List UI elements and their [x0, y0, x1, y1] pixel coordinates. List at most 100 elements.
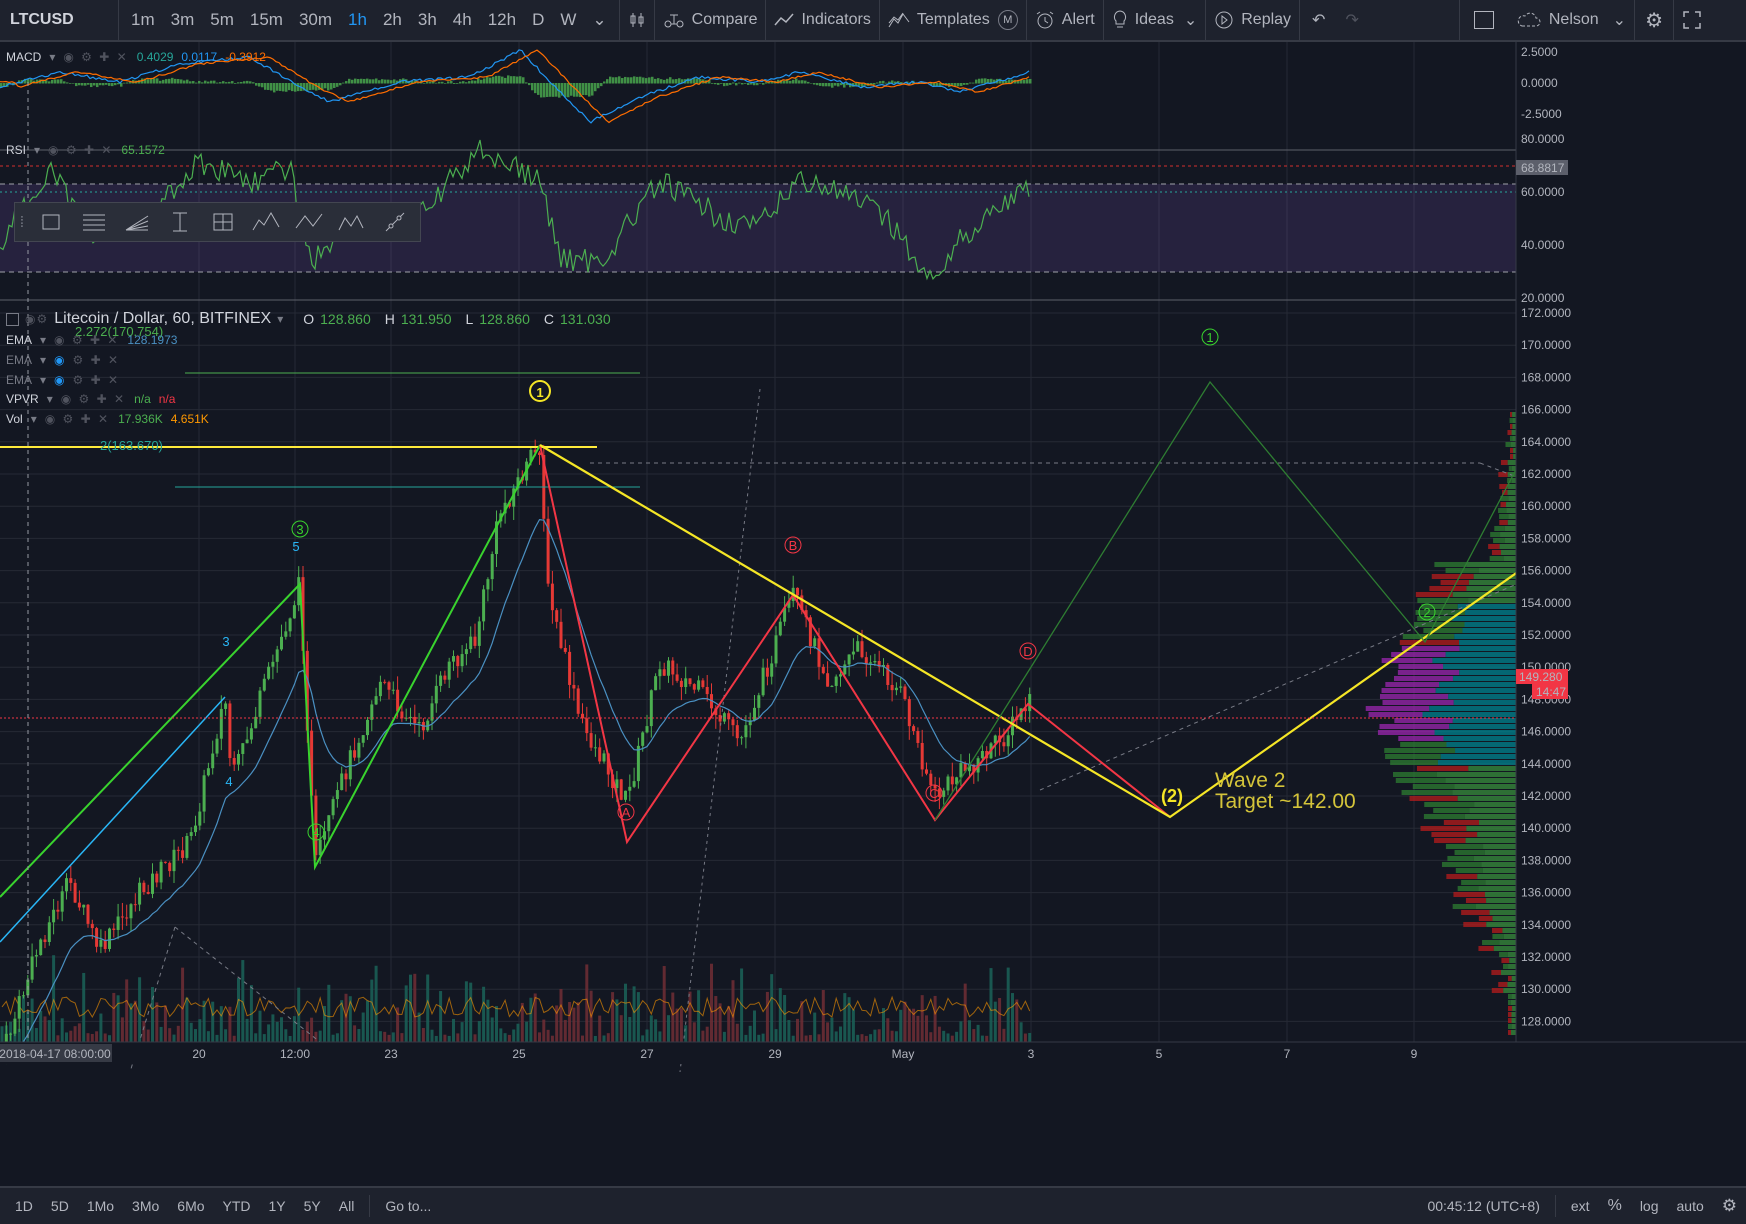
vol-legend[interactable]: Vol ▾ ◉ ⚙ ✚ ✕ 17.936K 4.651K [6, 412, 209, 426]
replay-button[interactable]: Replay [1206, 0, 1299, 40]
ideas-button[interactable]: Ideas ⌄ [1104, 0, 1206, 40]
annotation-wave[interactable]: Wave 2 [1215, 769, 1285, 792]
templates-button[interactable]: Templates M [880, 0, 1026, 40]
legend-actions[interactable]: ⚙ ✚ ✕ [72, 373, 121, 387]
macd-axis[interactable]: 2.5000 0.0000 -2.5000 [1521, 45, 1562, 121]
chart-style-button[interactable] [620, 0, 654, 40]
interval-3h[interactable]: 3h [417, 10, 437, 29]
ema3-legend[interactable]: EMA ▾ ◉ ⚙ ✚ ✕ [6, 373, 120, 387]
collapse-icon[interactable] [6, 312, 19, 326]
dropdown-caret-icon[interactable]: ▾ [40, 333, 47, 347]
range-3mo[interactable]: 3Mo [132, 1198, 160, 1214]
subwave-label-5[interactable]: 5 [292, 539, 299, 554]
wave-label-d[interactable]: D [1019, 642, 1037, 660]
ema2-legend[interactable]: EMA ▾ ◉ ⚙ ✚ ✕ [6, 353, 120, 367]
range-6mo[interactable]: 6Mo [177, 1198, 205, 1214]
compare-button[interactable]: Compare [655, 0, 766, 40]
symbol-search[interactable]: LTCUSD [10, 11, 74, 28]
dropdown-caret-icon[interactable]: ▾ [49, 50, 56, 64]
forecast-wave-line[interactable] [934, 380, 1521, 821]
interval-dropdown-icon[interactable]: ⌄ [592, 10, 607, 29]
corrective-wave-line[interactable] [539, 444, 1171, 845]
eye-icon[interactable]: ◉ [54, 373, 65, 387]
wave-label-a[interactable]: A [617, 803, 635, 821]
subwave-line[interactable] [0, 696, 226, 943]
settings-button[interactable]: ⚙ [1635, 0, 1673, 40]
dashed-line[interactable] [129, 926, 176, 1073]
wave-label-4[interactable]: 4 [307, 823, 325, 841]
dropdown-caret-icon[interactable]: ▾ [34, 143, 41, 157]
rectangle-tool-icon[interactable] [29, 203, 72, 241]
legend-actions[interactable]: ◉ ⚙ ✚ ✕ [48, 143, 114, 157]
dropdown-caret-icon[interactable]: ▾ [40, 373, 47, 387]
interval-15m[interactable]: 15m [249, 10, 283, 29]
dropdown-caret-icon[interactable]: ▾ [46, 392, 53, 406]
lines-tool-icon[interactable] [72, 203, 115, 241]
range-all[interactable]: All [338, 1198, 355, 1214]
range-1y[interactable]: 1Y [268, 1198, 286, 1214]
eye-icon[interactable]: ◉ [54, 353, 65, 367]
interval-12h[interactable]: 12h [487, 10, 517, 29]
chart-area[interactable]: 3 4 1 A B C D 1 2 (2) 3 4 5 Wave 2 Targe… [0, 42, 1746, 1186]
range-ytd[interactable]: YTD [222, 1198, 251, 1214]
goto-button[interactable]: Go to... [385, 1198, 432, 1214]
subwave-label-3[interactable]: 3 [222, 634, 229, 649]
annotation-target[interactable]: Target ~142.00 [1215, 790, 1356, 813]
wave-projection-line[interactable] [539, 444, 1689, 819]
elliott-correction-icon[interactable] [287, 203, 330, 241]
interval-3m[interactable]: 3m [170, 10, 195, 29]
subwave-label-4[interactable]: 4 [225, 774, 232, 789]
interval-5m[interactable]: 5m [210, 10, 234, 29]
ema1-legend[interactable]: EMA ▾ ◉ ⚙ ✚ ✕ 128.1973 [6, 333, 177, 347]
interval-4h[interactable]: 4h [452, 10, 472, 29]
dashed-fib-time-line[interactable] [679, 388, 761, 1073]
forecast-label-2[interactable]: 2 [1418, 603, 1436, 621]
legend-actions[interactable]: ⚙ ✚ ✕ [72, 353, 121, 367]
range-5d[interactable]: 5D [50, 1198, 69, 1214]
price-axis[interactable]: 172.0000 170.0000 168.0000 166.0000 164.0000… [1521, 306, 1571, 1028]
auto-toggle[interactable]: auto [1676, 1198, 1704, 1214]
layout-button[interactable] [1460, 0, 1508, 40]
undo-button[interactable]: ↶ [1300, 0, 1337, 40]
gear-icon[interactable]: ⚙ [1721, 1196, 1737, 1215]
date-price-range-icon[interactable] [201, 203, 244, 241]
time-axis[interactable]: 2018-04-17 08:00:00 20 12:00 23 25 27 29 May 3 5 7… [0, 1044, 1418, 1062]
legend-actions[interactable]: ◉ ⚙ ✚ ✕ [63, 50, 129, 64]
wave-label-b[interactable]: B [784, 536, 802, 554]
fullscreen-button[interactable] [1674, 0, 1710, 40]
impulse-wave-line[interactable] [0, 444, 541, 898]
rsi-axis[interactable]: 80.0000 60.0000 40.0000 20.0000 68.8817 [1516, 132, 1568, 305]
macd-legend[interactable]: MACD ▾ ◉ ⚙ ✚ ✕ 0.4029 0.0117 -0.3912 [6, 50, 266, 64]
interval-w[interactable]: W [560, 10, 577, 29]
alert-button[interactable]: Alert [1027, 0, 1103, 40]
extended-hours-toggle[interactable]: ext [1570, 1198, 1590, 1214]
dashed-line[interactable] [174, 926, 321, 1043]
wave-label-1[interactable]: 1 [529, 380, 551, 402]
range-5y[interactable]: 5Y [303, 1198, 321, 1214]
range-1d[interactable]: 1D [15, 1198, 33, 1214]
wave-2-label[interactable]: (2) [1161, 786, 1183, 806]
range-1mo[interactable]: 1Mo [86, 1198, 115, 1214]
interval-d[interactable]: D [532, 10, 545, 29]
visibility-icon[interactable]: ◉⚙ [25, 312, 49, 326]
log-toggle[interactable]: log [1639, 1198, 1659, 1214]
elliott-triangle-icon[interactable] [330, 203, 373, 241]
legend-actions[interactable]: ◉ ⚙ ✚ ✕ [54, 333, 120, 347]
indicators-button[interactable]: Indicators [766, 0, 878, 40]
dashed-channel-line[interactable] [1039, 509, 1689, 791]
legend-actions[interactable]: ◉ ⚙ ✚ ✕ [44, 412, 111, 426]
wave-label-c[interactable]: C [925, 784, 943, 802]
interval-2h[interactable]: 2h [382, 10, 402, 29]
elliott-impulse-icon[interactable] [244, 203, 287, 241]
trend-line-tool-icon[interactable] [373, 203, 416, 241]
wave-label-3[interactable]: 3 [291, 520, 309, 538]
cloud-save-button[interactable]: Nelson ⌄ [1508, 0, 1634, 40]
percent-toggle[interactable]: % [1607, 1197, 1622, 1214]
interval-1h[interactable]: 1h [348, 10, 367, 29]
redo-button[interactable]: ↷ [1337, 0, 1366, 40]
legend-actions[interactable]: ◉ ⚙ ✚ ✕ [60, 392, 127, 406]
rsi-legend[interactable]: RSI ▾ ◉ ⚙ ✚ ✕ 65.1572 [6, 143, 165, 157]
timezone-clock[interactable]: 00:45:12 (UTC+8) [1427, 1198, 1540, 1214]
dropdown-caret-icon[interactable]: ▾ [277, 312, 284, 326]
interval-1m[interactable]: 1m [131, 10, 155, 29]
